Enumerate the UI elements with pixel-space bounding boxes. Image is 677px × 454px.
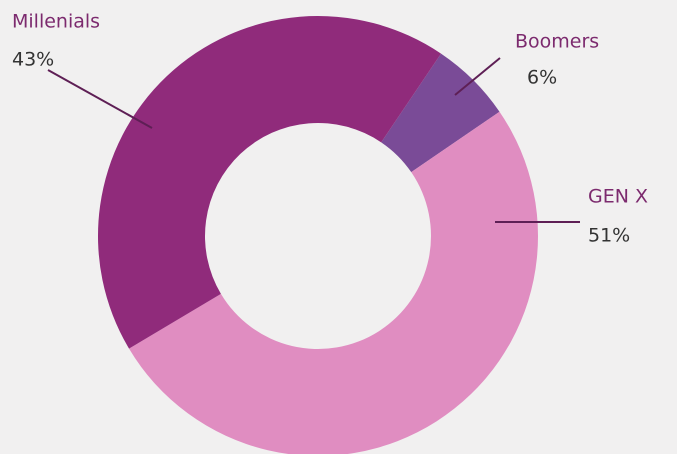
leader-line bbox=[47, 69, 153, 129]
donut-slice bbox=[98, 16, 442, 349]
slice-name: GEN X bbox=[588, 186, 648, 208]
slice-name: Boomers bbox=[515, 31, 599, 53]
leader-line bbox=[454, 57, 501, 96]
slice-value: 43% bbox=[12, 49, 54, 71]
donut-slice bbox=[129, 111, 538, 454]
slice-name: Millenials bbox=[12, 11, 100, 33]
slice-value: 51% bbox=[588, 225, 630, 247]
slice-value: 6% bbox=[527, 67, 557, 89]
